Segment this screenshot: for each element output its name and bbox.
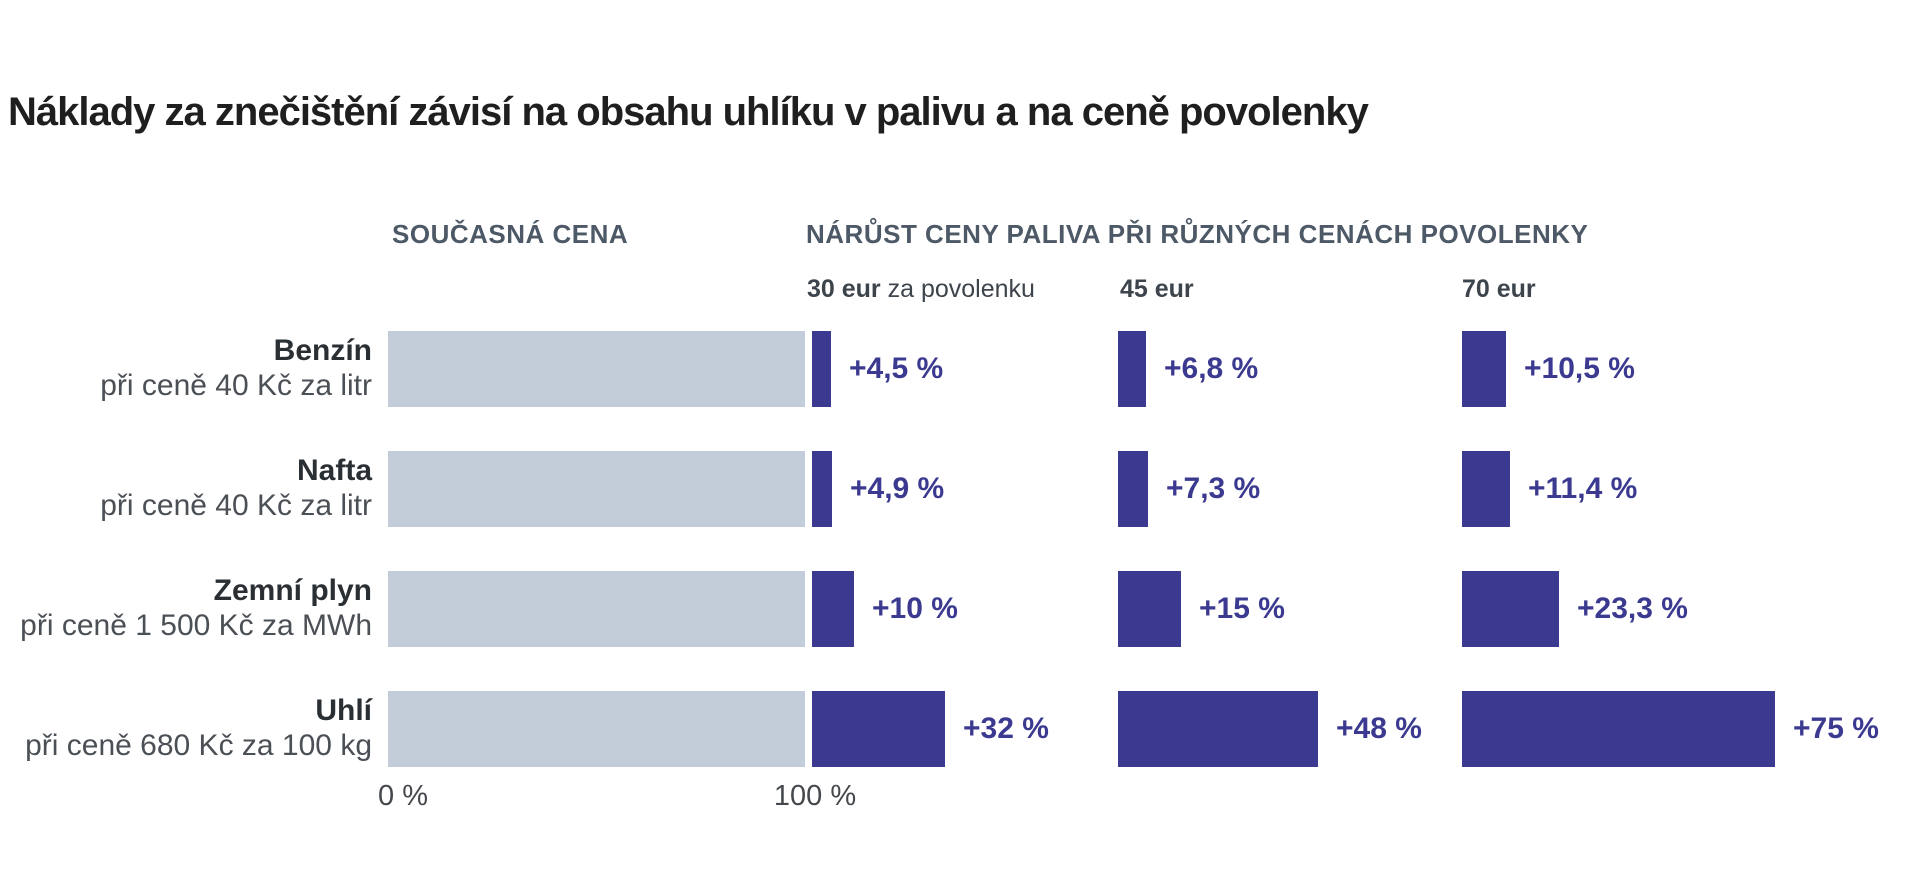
increase-bar-45eur — [1118, 691, 1318, 767]
base-price-bar — [388, 331, 805, 407]
increase-value-label-30eur: +4,5 % — [849, 352, 944, 385]
chart-row: Uhlí při ceně 680 Kč za 100 kg +32 % +48 % +… — [0, 691, 1906, 767]
chart-row: Nafta při ceně 40 Kč za litr +4,9 % +7,3 % +… — [0, 451, 1906, 527]
fuel-name: Uhlí — [315, 694, 372, 727]
increase-value-label-45eur: +48 % — [1336, 712, 1422, 745]
base-price-bar — [388, 451, 805, 527]
fuel-price-subtitle: při ceně 40 Kč za litr — [100, 489, 372, 522]
increase-value-label-45eur: +6,8 % — [1164, 352, 1259, 385]
increase-bar-30eur — [812, 691, 945, 767]
scenario-price-30eur: 30 eur — [807, 275, 881, 303]
increase-bar-30eur — [812, 331, 831, 407]
fuel-name: Benzín — [273, 334, 372, 367]
increase-bar-70eur — [1462, 571, 1559, 647]
increase-bar-70eur — [1462, 451, 1510, 527]
fuel-label: Zemní plyn při ceně 1 500 Kč za MWh — [0, 573, 372, 643]
scenario-header-30eur: 30 eur za povolenku — [807, 275, 1035, 304]
fuel-name: Zemní plyn — [213, 574, 372, 607]
increase-bar-45eur — [1118, 331, 1146, 407]
increase-value-label-30eur: +32 % — [963, 712, 1049, 745]
increase-value-label-70eur: +75 % — [1793, 712, 1879, 745]
fuel-label: Nafta při ceně 40 Kč za litr — [0, 453, 372, 523]
increase-value-label-70eur: +11,4 % — [1528, 472, 1638, 505]
increase-value-label-30eur: +10 % — [872, 592, 958, 625]
axis-label-100: 100 % — [773, 780, 857, 812]
increase-bar-45eur — [1118, 571, 1181, 647]
scenario-price-70eur: 70 eur — [1462, 275, 1536, 303]
scenario-header-45eur: 45 eur — [1120, 275, 1194, 304]
increase-value-label-70eur: +10,5 % — [1524, 352, 1635, 385]
fuel-name: Nafta — [296, 454, 372, 487]
increase-bar-30eur — [812, 451, 832, 527]
scenario-price-45eur: 45 eur — [1120, 275, 1194, 303]
fuel-label: Benzín při ceně 40 Kč za litr — [0, 333, 372, 403]
column-header-current-price: SOUČASNÁ CENA — [392, 219, 629, 249]
increase-value-label-45eur: +7,3 % — [1166, 472, 1261, 505]
base-price-bar — [388, 571, 805, 647]
increase-value-label-70eur: +23,3 % — [1577, 592, 1688, 625]
fuel-price-subtitle: při ceně 680 Kč za 100 kg — [25, 729, 372, 762]
axis-label-0: 0 % — [378, 780, 428, 812]
increase-value-label-30eur: +4,9 % — [850, 472, 945, 505]
fuel-price-subtitle: při ceně 40 Kč za litr — [100, 369, 372, 402]
increase-value-label-45eur: +15 % — [1199, 592, 1285, 625]
page-title: Náklady za znečištění závisí na obsahu u… — [8, 90, 1369, 134]
chart-row: Zemní plyn při ceně 1 500 Kč za MWh +10 % +… — [0, 571, 1906, 647]
scenario-header-70eur: 70 eur — [1462, 275, 1536, 304]
increase-bar-45eur — [1118, 451, 1148, 527]
increase-bar-70eur — [1462, 331, 1506, 407]
fuel-price-subtitle: při ceně 1 500 Kč za MWh — [20, 609, 372, 642]
chart-row: Benzín při ceně 40 Kč za litr +4,5 % +6,8 %… — [0, 331, 1906, 407]
base-price-bar — [388, 691, 805, 767]
fuel-label: Uhlí při ceně 680 Kč za 100 kg — [0, 693, 372, 763]
increase-bar-30eur — [812, 571, 854, 647]
scenario-suffix-30eur: za povolenku — [880, 275, 1035, 303]
column-header-increase: NÁRŮST CENY PALIVA PŘI RŮZNÝCH CENÁCH PO… — [806, 219, 1589, 249]
increase-bar-70eur — [1462, 691, 1775, 767]
